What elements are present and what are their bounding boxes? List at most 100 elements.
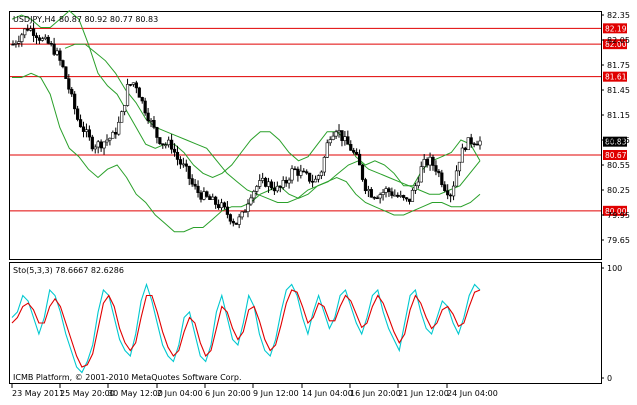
candle-body [308,172,312,182]
candle-body [249,197,253,205]
candle-body [446,190,450,196]
candle-body [167,139,171,146]
candle-body [457,161,462,172]
candle-body [93,146,97,150]
candle-body [102,141,106,149]
candle-body [164,144,168,147]
chart-title: USDJPY,H4 [13,15,56,24]
candle-body [46,36,50,44]
candle-body [137,87,141,98]
x-tick-label: 23 May 2011 [12,389,64,398]
level-label: 81.61 [605,73,627,82]
candle-body [478,140,482,146]
candle-body [352,150,356,153]
candle-body [399,195,403,197]
candle-body [140,97,144,102]
candle-body [143,100,147,114]
candle-body [90,136,94,150]
stochastic-title: Sto(5,3,3) 78.6667 82.6286 [13,266,124,275]
candle-body [363,179,368,192]
candle-body [475,143,479,146]
candle-body [20,34,24,42]
candle-body [61,60,65,68]
candle-body [443,184,447,192]
candle-body [123,105,127,112]
candle-body [316,175,321,180]
candle-body [340,130,344,141]
candle-body [190,178,194,185]
candle-body [67,78,71,90]
candle-body [246,203,250,212]
candle-body [325,142,329,158]
candle-body [187,165,191,179]
candle-body [58,50,62,61]
candle-body [243,211,247,213]
candle-body [402,195,406,198]
candle-body [387,188,391,193]
x-tick-label: 9 Jun 12:00 [253,389,299,398]
candle-body [96,141,100,148]
candle-body [407,198,412,202]
candle-body [472,143,476,145]
candle-body [158,137,162,144]
candle-body [17,41,21,44]
candle-body [313,178,318,183]
candle-body [199,192,203,200]
candle-body [357,153,362,166]
y-tick-label: 79.95 [607,211,630,220]
candle-body [49,43,53,45]
y-tick-label: 81.45 [607,86,630,95]
candle-body [449,194,453,197]
y-tick-label: 80.85 [607,136,630,145]
candle-body [434,165,438,172]
candle-body [381,192,385,195]
candle-body [170,139,174,150]
candle-body [416,181,420,187]
x-tick-label: 6 Jun 20:00 [205,389,251,398]
candle-body [269,181,274,189]
y-tick-label: 82.05 [607,36,630,45]
level-label: 82.19 [605,24,627,33]
candle-body [105,139,109,143]
candle-body [281,179,285,188]
candle-body [310,180,315,183]
candle-body [178,159,183,165]
candle-body [422,159,426,167]
candle-body [428,156,432,166]
candle-body [237,216,241,225]
y-tick-label: 81.75 [607,61,630,70]
candle-body [331,135,335,140]
candle-body [454,170,459,187]
candle-body [34,35,39,39]
candle-body [437,171,441,174]
y-tick-label: 82.35 [607,11,630,20]
candle-body [463,147,467,151]
candle-body [234,222,238,225]
candle-body [181,163,185,166]
sto-y-tick-label: 0 [607,374,612,383]
footer-copyright: ICMB Platform, © 2001-2010 MetaQuotes So… [13,373,242,382]
candle-body [14,43,18,45]
candle-body [366,189,370,192]
candle-body [120,111,124,123]
candle-body [40,38,44,41]
candle-body [396,194,400,197]
candle-body [155,127,159,138]
candle-body [43,36,47,39]
candle-body [390,191,394,196]
candle-body [296,168,300,176]
candle-body [272,187,277,192]
current-price-box [603,136,627,147]
level-label-box [603,23,627,34]
candle-body [29,28,33,31]
candle-body [228,214,232,222]
candle-body [360,164,365,180]
candle-body [214,196,218,205]
candle-body [252,191,256,199]
candle-body [152,120,156,128]
candle-body [99,141,103,149]
candle-body [240,211,244,218]
level-label: 82.00 [605,40,627,49]
y-tick-label: 81.15 [607,111,630,120]
candle-body [23,28,27,36]
